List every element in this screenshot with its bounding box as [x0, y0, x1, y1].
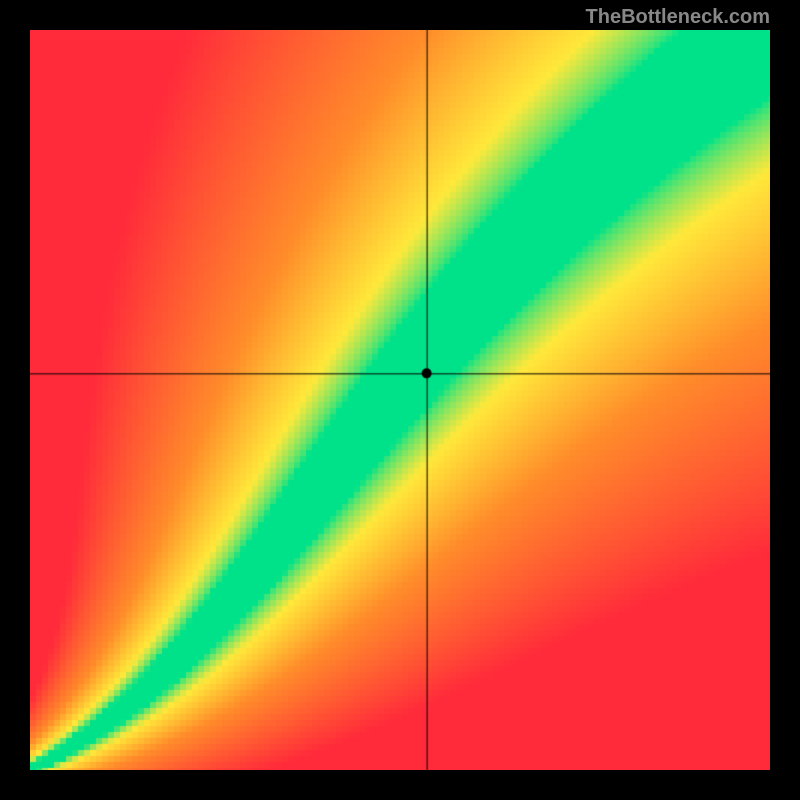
watermark: TheBottleneck.com — [586, 6, 770, 29]
chart-container: TheBottleneck.com — [0, 0, 800, 800]
heatmap-canvas — [30, 30, 770, 770]
plot-area — [30, 30, 770, 770]
